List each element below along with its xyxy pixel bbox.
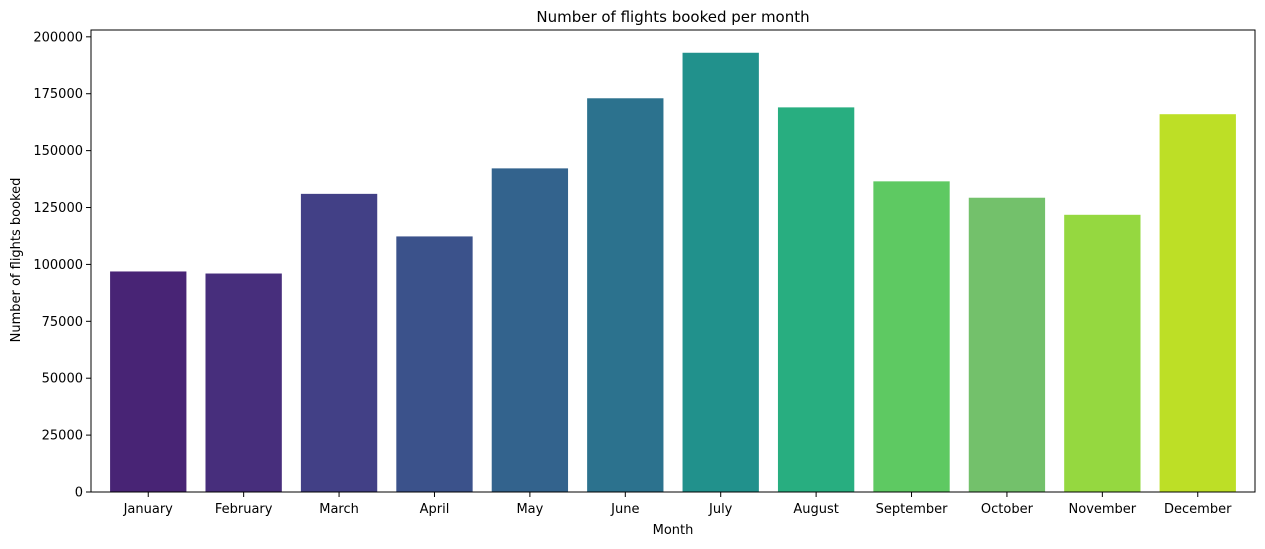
x-tick-label: September — [876, 502, 949, 517]
bars-group — [110, 52, 1236, 493]
x-axis-title: Month — [653, 523, 694, 538]
y-axis-ticks: 0 25000 50000 75000 100000 125000 150000 175000… — [33, 30, 91, 501]
bar-april — [396, 236, 473, 492]
y-tick-label: 75000 — [42, 315, 83, 330]
y-tick-label: 200000 — [33, 30, 83, 45]
y-axis-title: Number of flights booked — [9, 178, 24, 343]
x-tick-label: May — [516, 502, 543, 517]
y-tick-label: 50000 — [42, 372, 83, 387]
bar-august — [777, 107, 855, 493]
bar-october — [968, 197, 1046, 493]
bar-may — [491, 168, 569, 492]
y-tick-label: 25000 — [42, 429, 83, 444]
x-tick-label: August — [793, 502, 839, 517]
y-tick-label: 175000 — [33, 87, 83, 102]
x-tick-label: November — [1069, 502, 1137, 517]
plot-frame — [90, 29, 1256, 493]
bar-june — [587, 98, 664, 492]
x-tick-label: January — [123, 502, 174, 517]
x-tick-label: February — [215, 502, 273, 517]
x-tick-label: March — [319, 502, 359, 517]
bar-december — [1159, 114, 1236, 492]
x-tick-label: July — [708, 502, 733, 517]
bar-november — [1064, 214, 1141, 493]
bar-february — [205, 273, 282, 492]
x-tick-label: June — [610, 502, 639, 517]
bar-september — [873, 181, 950, 492]
chart-title: Number of flights booked per month — [536, 8, 809, 26]
x-tick-label: April — [420, 502, 450, 517]
x-tick-label: December — [1164, 502, 1232, 517]
bar-march — [300, 193, 378, 493]
y-tick-label: 125000 — [33, 201, 83, 216]
y-tick-label: 0 — [75, 486, 83, 501]
y-tick-label: 100000 — [33, 258, 83, 273]
x-axis-ticks: January February March April May June July Augu… — [123, 492, 1232, 517]
x-tick-label: October — [981, 502, 1034, 517]
bar-january — [110, 271, 187, 492]
bar-july — [682, 52, 759, 493]
y-tick-label: 150000 — [33, 144, 83, 159]
